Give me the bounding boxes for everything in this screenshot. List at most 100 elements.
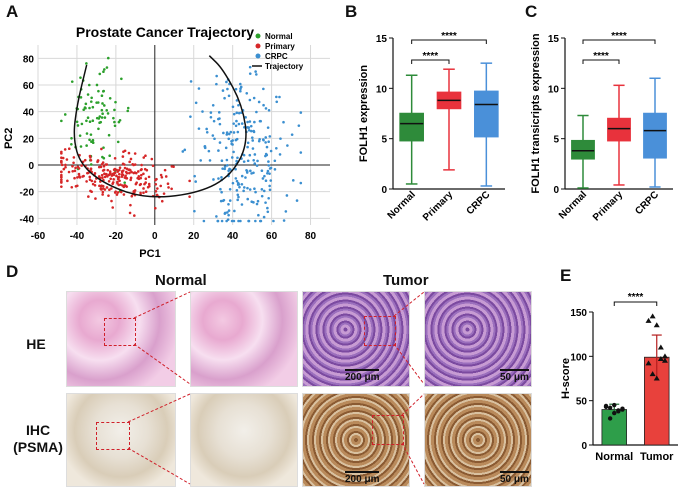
scatter-point-crpc: [223, 167, 227, 171]
scatter-point-crpc: [266, 126, 270, 129]
scatter-point-crpc: [235, 189, 239, 192]
scatter-point-crpc: [255, 164, 259, 167]
data-point-normal: [616, 408, 621, 413]
scatter-point-crpc: [269, 166, 273, 170]
scatter-point-normal: [113, 124, 117, 128]
scatter-point-normal: [106, 56, 110, 60]
scatter-point-primary: [146, 185, 150, 189]
scatter-point-primary: [139, 191, 142, 195]
scatter-point-primary: [61, 156, 65, 160]
legend-marker-primary: [255, 43, 261, 49]
scatter-point-normal: [113, 108, 116, 112]
scatter-point-crpc: [235, 111, 239, 115]
scatter-point-primary: [91, 182, 95, 186]
scatter-point-crpc: [299, 151, 303, 154]
scatter-point-crpc: [265, 145, 269, 149]
scatter-point-normal: [89, 163, 93, 166]
row-label-ihc-line1: IHC: [25, 422, 51, 438]
scatter-point-primary: [133, 152, 137, 155]
significance-label: ****: [441, 31, 457, 42]
x-tick-label: Normal: [557, 189, 589, 221]
scatter-point-primary: [89, 159, 93, 162]
scatter-point-normal: [105, 66, 109, 69]
y-tick-label: 20: [23, 134, 35, 145]
scatter-point-primary: [60, 185, 63, 188]
scatter-point-primary: [133, 214, 136, 217]
scatter-point-primary: [137, 177, 141, 181]
x-tick-label: -20: [109, 231, 124, 242]
scatter-point-crpc: [260, 169, 264, 172]
scatter-point-primary: [118, 179, 121, 183]
scatter-point-normal: [88, 106, 91, 110]
scatter-point-normal: [101, 155, 104, 159]
scatter-point-normal: [113, 120, 116, 124]
y-tick-label: 100: [570, 352, 587, 363]
scatter-point-crpc: [269, 149, 273, 153]
scatter-point-primary: [170, 165, 174, 168]
scatter-point-primary: [96, 159, 100, 162]
scatter-point-crpc: [189, 115, 192, 118]
scatter-point-primary: [67, 147, 71, 150]
scatter-point-crpc: [197, 87, 201, 90]
scatter-point-primary: [60, 163, 64, 167]
scatter-point-crpc: [237, 111, 241, 115]
row-label-he: HE: [26, 336, 46, 352]
y-tick-label: 0: [581, 441, 587, 452]
scatter-point-crpc: [228, 187, 232, 191]
scatter-point-crpc: [263, 174, 266, 178]
scatter-point-primary: [89, 189, 92, 193]
scatter-point-crpc: [262, 103, 265, 107]
scatter-point-crpc: [227, 202, 230, 206]
scatter-point-crpc: [248, 120, 252, 123]
scatter-point-normal: [123, 181, 126, 184]
panel-label-b: B: [345, 2, 358, 21]
scatter-point-primary: [120, 169, 124, 173]
scatter-point-crpc: [220, 159, 224, 163]
scatter-point-crpc: [264, 107, 268, 110]
scatter-point-primary: [112, 178, 115, 181]
box-crpc: [474, 90, 499, 138]
box-normal: [399, 112, 424, 142]
significance-bracket: [582, 39, 656, 44]
scatter-point-primary: [116, 180, 119, 184]
scatter-point-crpc: [254, 70, 257, 73]
y-tick-label: -40: [20, 214, 35, 225]
scatter-point-crpc: [299, 111, 303, 114]
data-point-tumor: [645, 317, 652, 323]
scatter-point-primary: [188, 195, 191, 198]
scatter-point-crpc: [183, 148, 187, 152]
scatter-point-primary: [113, 171, 117, 174]
scatter-point-primary: [118, 172, 121, 176]
scatter-point-crpc: [230, 139, 233, 143]
scatter-point-normal: [103, 104, 106, 107]
scatter-point-primary: [106, 175, 109, 178]
scatter-point-primary: [188, 179, 191, 183]
scatter-point-primary: [132, 190, 136, 193]
scatter-point-primary: [117, 176, 121, 179]
scatter-point-primary: [108, 170, 112, 173]
scatter-point-normal: [79, 76, 82, 79]
scatter-point-normal: [70, 142, 73, 146]
scatter-point-crpc: [253, 120, 256, 124]
scatter-point-primary: [127, 151, 131, 155]
scatter-point-normal: [102, 146, 105, 149]
scatter-point-crpc: [221, 89, 225, 92]
scatter-point-primary: [167, 186, 170, 189]
scatter-point-crpc: [251, 139, 255, 142]
data-point-tumor: [661, 357, 668, 363]
scatter-point-normal: [102, 70, 105, 73]
scatter-point-crpc: [247, 128, 251, 132]
scale-bar-ihc-200: 200 μm: [345, 471, 380, 485]
scatter-point-normal: [106, 112, 110, 115]
scatter-point-primary: [80, 164, 83, 167]
scatter-point-crpc: [272, 219, 275, 223]
scatter-point-crpc: [256, 199, 260, 203]
scatter-point-crpc: [245, 91, 249, 95]
scatter-point-primary: [115, 174, 118, 178]
scatter-point-primary: [106, 168, 110, 172]
row-label-ihc-line2: (PSMA): [13, 439, 63, 455]
scatter-point-primary: [77, 172, 81, 176]
y-tick-label: 0: [381, 185, 387, 196]
panel-label-d: D: [6, 262, 19, 281]
scatter-point-normal: [100, 108, 104, 112]
